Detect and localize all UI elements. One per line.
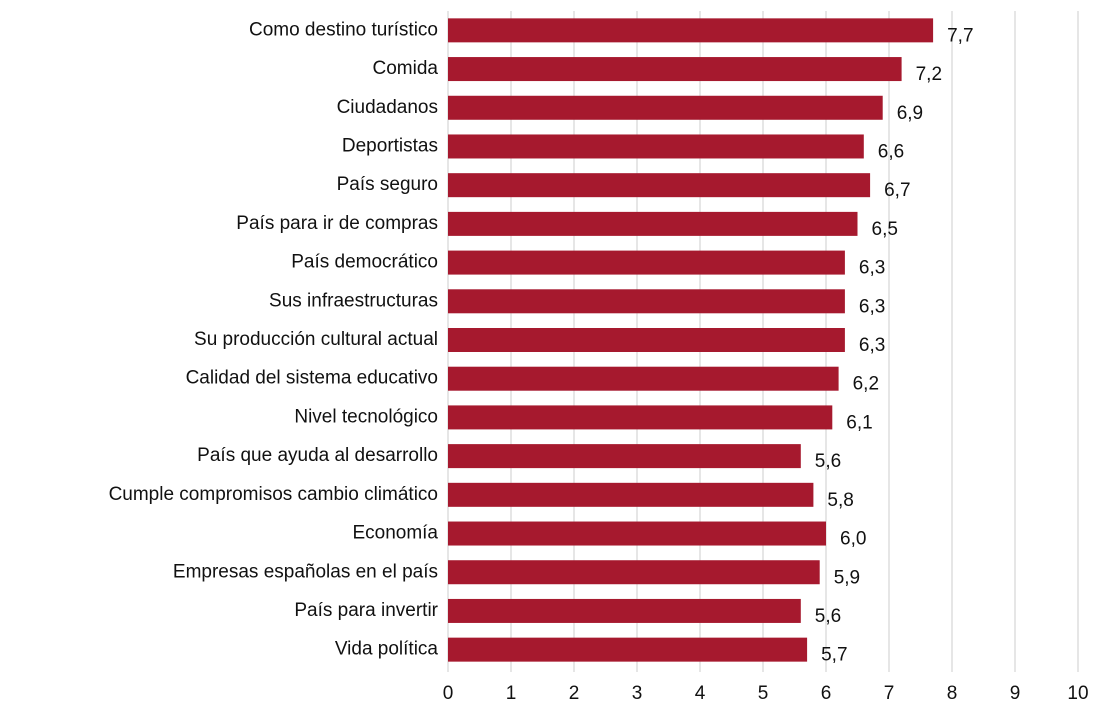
bar bbox=[448, 444, 801, 469]
value-label: 6,3 bbox=[859, 335, 885, 356]
bar bbox=[448, 482, 814, 507]
bar bbox=[448, 289, 845, 314]
value-label: 5,6 bbox=[815, 606, 841, 627]
y-tick-label: Empresas españolas en el país bbox=[173, 561, 438, 582]
value-label: 6,9 bbox=[897, 103, 923, 124]
y-tick-label: Nivel tecnológico bbox=[294, 406, 438, 427]
x-tick-label: 2 bbox=[569, 683, 580, 704]
y-tick-label: País que ayuda al desarrollo bbox=[197, 445, 438, 466]
bar bbox=[448, 57, 902, 82]
x-tick-label: 7 bbox=[884, 683, 895, 704]
value-label: 5,6 bbox=[815, 451, 841, 472]
y-tick-label: País para ir de compras bbox=[236, 213, 438, 234]
bar bbox=[448, 328, 845, 352]
value-label: 5,9 bbox=[834, 567, 860, 588]
bar bbox=[448, 598, 801, 623]
y-tick-label: Deportistas bbox=[342, 135, 438, 156]
y-tick-label: País seguro bbox=[337, 174, 438, 195]
x-tick-label: 9 bbox=[1010, 683, 1021, 704]
value-label: 7,2 bbox=[916, 64, 942, 85]
bar bbox=[448, 637, 808, 662]
y-tick-label: País para invertir bbox=[294, 600, 438, 621]
value-label: 6,3 bbox=[859, 258, 885, 279]
bar bbox=[448, 405, 833, 430]
value-label: 6,1 bbox=[846, 412, 872, 433]
y-tick-label: Calidad del sistema educativo bbox=[186, 368, 438, 389]
y-tick-label: Ciudadanos bbox=[337, 97, 438, 118]
x-tick-label: 0 bbox=[443, 683, 454, 704]
value-label: 6,6 bbox=[878, 141, 904, 162]
y-tick-label: Cumple compromisos cambio climático bbox=[109, 484, 438, 505]
value-label: 6,0 bbox=[840, 529, 866, 550]
y-tick-label: Sus infraestructuras bbox=[269, 290, 438, 311]
bar bbox=[448, 560, 820, 585]
x-tick-label: 6 bbox=[821, 683, 832, 704]
y-tick-label: Su producción cultural actual bbox=[194, 329, 438, 350]
bar bbox=[448, 173, 871, 198]
x-tick-label: 8 bbox=[947, 683, 958, 704]
bar bbox=[448, 521, 826, 546]
bar bbox=[448, 18, 934, 43]
x-tick-label: 1 bbox=[506, 683, 517, 704]
value-label: 6,2 bbox=[853, 374, 879, 395]
value-label: 5,8 bbox=[827, 490, 853, 511]
value-label: 7,7 bbox=[947, 25, 973, 46]
value-label: 6,3 bbox=[859, 296, 885, 317]
bar bbox=[448, 95, 883, 120]
x-tick-label: 3 bbox=[632, 683, 643, 704]
y-tick-label: Comida bbox=[373, 58, 439, 79]
value-label: 6,7 bbox=[884, 180, 910, 201]
y-tick-label: Vida política bbox=[335, 639, 439, 660]
value-label: 5,7 bbox=[821, 645, 847, 666]
x-tick-label: 10 bbox=[1067, 683, 1088, 704]
value-label: 6,5 bbox=[872, 219, 898, 240]
x-tick-label: 4 bbox=[695, 683, 706, 704]
y-tick-label: País democrático bbox=[291, 252, 438, 273]
x-tick-label: 5 bbox=[758, 683, 769, 704]
bar bbox=[448, 366, 839, 391]
bar bbox=[448, 134, 864, 159]
y-tick-label: Economía bbox=[352, 523, 438, 544]
bar bbox=[448, 211, 858, 236]
bar bbox=[448, 250, 845, 275]
y-tick-label: Como destino turístico bbox=[249, 19, 438, 40]
